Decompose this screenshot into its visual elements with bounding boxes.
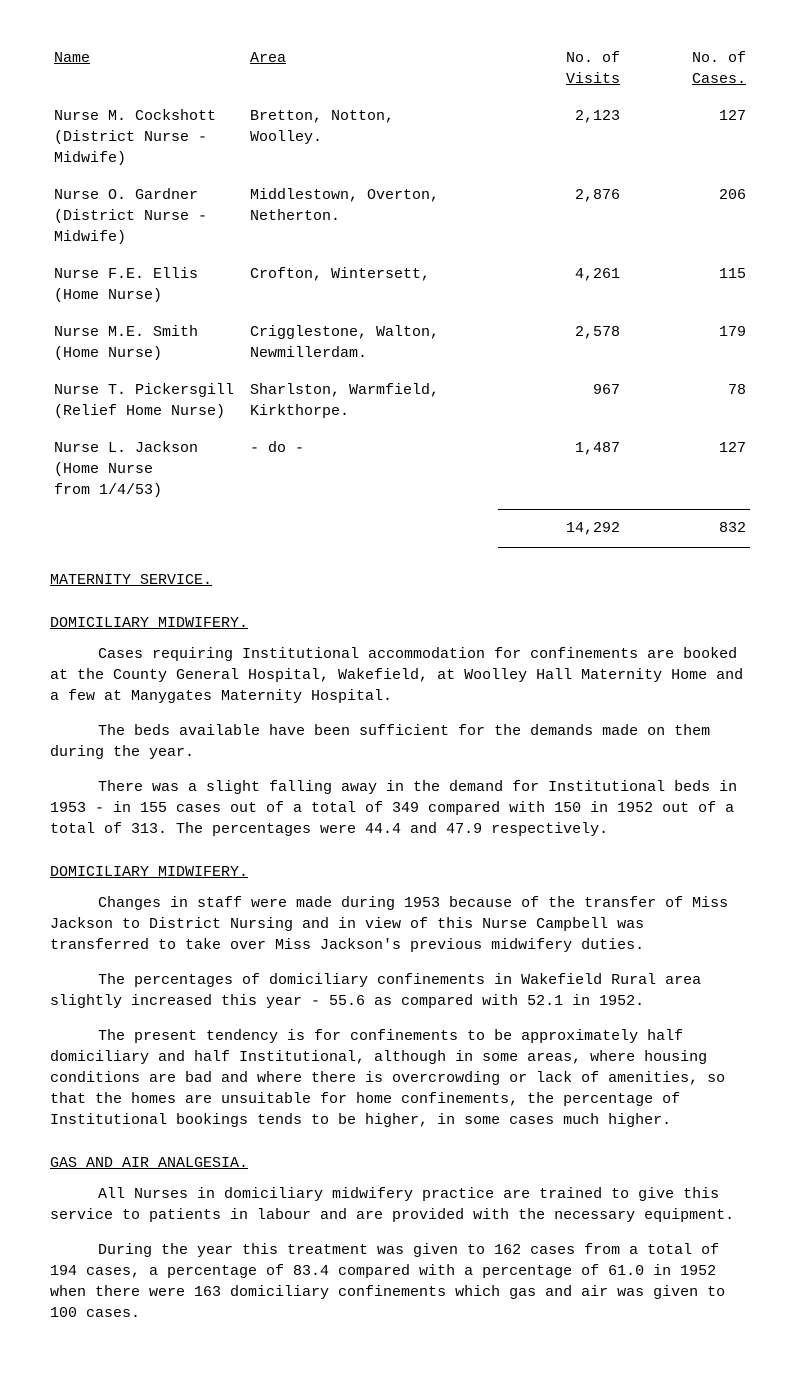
para: All Nurses in domiciliary midwifery prac… bbox=[50, 1184, 750, 1226]
cell-cases: 127 bbox=[624, 430, 750, 509]
table-row: Nurse F.E. Ellis (Home Nurse) Crofton, W… bbox=[50, 256, 750, 314]
table-totals-row: 14,292 832 bbox=[50, 509, 750, 547]
cell-name: Nurse O. Gardner (District Nurse - Midwi… bbox=[50, 177, 246, 256]
table-row: Nurse M.E. Smith (Home Nurse) Crigglesto… bbox=[50, 314, 750, 372]
cell-visits: 2,123 bbox=[498, 98, 624, 177]
hdr-visits-l2: Visits bbox=[566, 71, 620, 88]
cell-area: Crofton, Wintersett, bbox=[246, 256, 498, 314]
hdr-visits-l1: No. of bbox=[566, 50, 620, 67]
section-gas-air: GAS AND AIR ANALGESIA. bbox=[50, 1153, 750, 1174]
para: The present tendency is for confinements… bbox=[50, 1026, 750, 1131]
cell-name: Nurse M. Cockshott (District Nurse - Mid… bbox=[50, 98, 246, 177]
cell-name: Nurse M.E. Smith (Home Nurse) bbox=[50, 314, 246, 372]
cell-cases: 179 bbox=[624, 314, 750, 372]
section-domiciliary-midwifery-2: DOMICILIARY MIDWIFERY. bbox=[50, 862, 750, 883]
para: Cases requiring Institutional accommodat… bbox=[50, 644, 750, 707]
hdr-name: Name bbox=[54, 50, 90, 67]
cell-visits: 4,261 bbox=[498, 256, 624, 314]
hdr-area: Area bbox=[250, 50, 286, 67]
table-row: Nurse T. Pickersgill (Relief Home Nurse)… bbox=[50, 372, 750, 430]
table-row: Nurse L. Jackson (Home Nurse from 1/4/53… bbox=[50, 430, 750, 509]
para: Changes in staff were made during 1953 b… bbox=[50, 893, 750, 956]
para: There was a slight falling away in the d… bbox=[50, 777, 750, 840]
para: The percentages of domiciliary confineme… bbox=[50, 970, 750, 1012]
cell-name: Nurse T. Pickersgill (Relief Home Nurse) bbox=[50, 372, 246, 430]
cell-visits: 2,876 bbox=[498, 177, 624, 256]
cell-area: Sharlston, Warmfield, Kirkthorpe. bbox=[246, 372, 498, 430]
nurse-table: Name Area No. of Visits No. of Cases. Nu… bbox=[50, 40, 750, 548]
hdr-cases-l2: Cases. bbox=[692, 71, 746, 88]
table-header-row: Name Area No. of Visits No. of Cases. bbox=[50, 40, 750, 98]
table-row: Nurse M. Cockshott (District Nurse - Mid… bbox=[50, 98, 750, 177]
cell-name: Nurse L. Jackson (Home Nurse from 1/4/53… bbox=[50, 430, 246, 509]
cell-cases: 127 bbox=[624, 98, 750, 177]
cell-area: Bretton, Notton, Woolley. bbox=[246, 98, 498, 177]
cell-visits: 2,578 bbox=[498, 314, 624, 372]
table-row: Nurse O. Gardner (District Nurse - Midwi… bbox=[50, 177, 750, 256]
hdr-cases-l1: No. of bbox=[692, 50, 746, 67]
cell-cases: 206 bbox=[624, 177, 750, 256]
section-maternity: MATERNITY SERVICE. bbox=[50, 570, 750, 591]
section-domiciliary-midwifery: DOMICILIARY MIDWIFERY. bbox=[50, 613, 750, 634]
cell-area: Crigglestone, Walton, Newmillerdam. bbox=[246, 314, 498, 372]
para: During the year this treatment was given… bbox=[50, 1240, 750, 1324]
cell-area: Middlestown, Overton, Netherton. bbox=[246, 177, 498, 256]
cell-cases: 78 bbox=[624, 372, 750, 430]
cell-visits: 1,487 bbox=[498, 430, 624, 509]
total-cases: 832 bbox=[624, 509, 750, 547]
cell-cases: 115 bbox=[624, 256, 750, 314]
cell-visits: 967 bbox=[498, 372, 624, 430]
para: The beds available have been sufficient … bbox=[50, 721, 750, 763]
cell-area: - do - bbox=[246, 430, 498, 509]
cell-name: Nurse F.E. Ellis (Home Nurse) bbox=[50, 256, 246, 314]
total-visits: 14,292 bbox=[498, 509, 624, 547]
